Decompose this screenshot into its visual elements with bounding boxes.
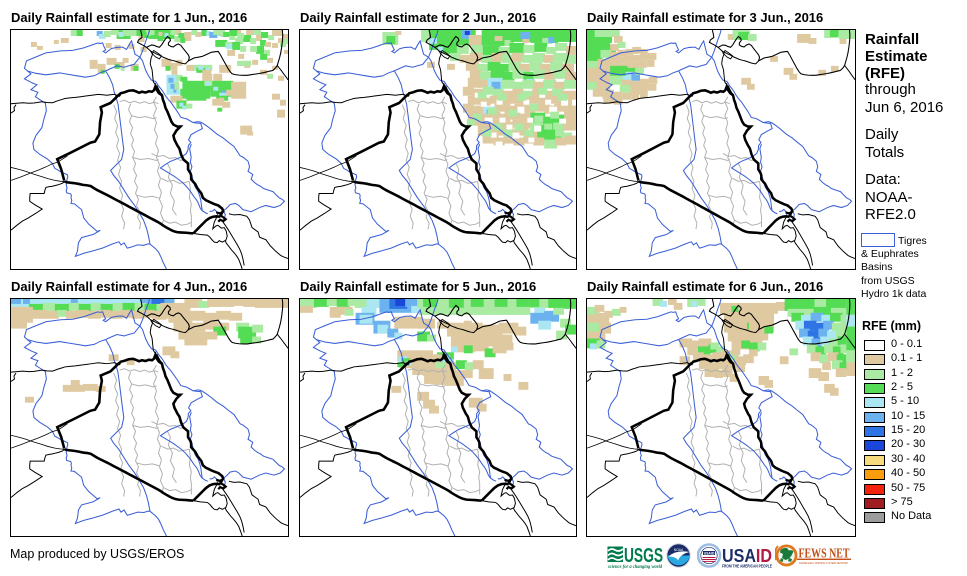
svg-text:FEWS NET: FEWS NET: [799, 546, 850, 561]
svg-text:USGS: USGS: [624, 545, 663, 567]
svg-text:science for a changing world: science for a changing world: [607, 564, 662, 569]
svg-text:FROM THE AMERICAN PEOPLE: FROM THE AMERICAN PEOPLE: [722, 563, 772, 568]
svg-text:USAID: USAID: [722, 545, 772, 566]
svg-text:FAMINE EARLY WARNING SYSTEMS N: FAMINE EARLY WARNING SYSTEMS NETWORK: [799, 561, 849, 565]
svg-text:NOAA: NOAA: [674, 548, 684, 552]
svg-text:USAID: USAID: [704, 551, 715, 555]
